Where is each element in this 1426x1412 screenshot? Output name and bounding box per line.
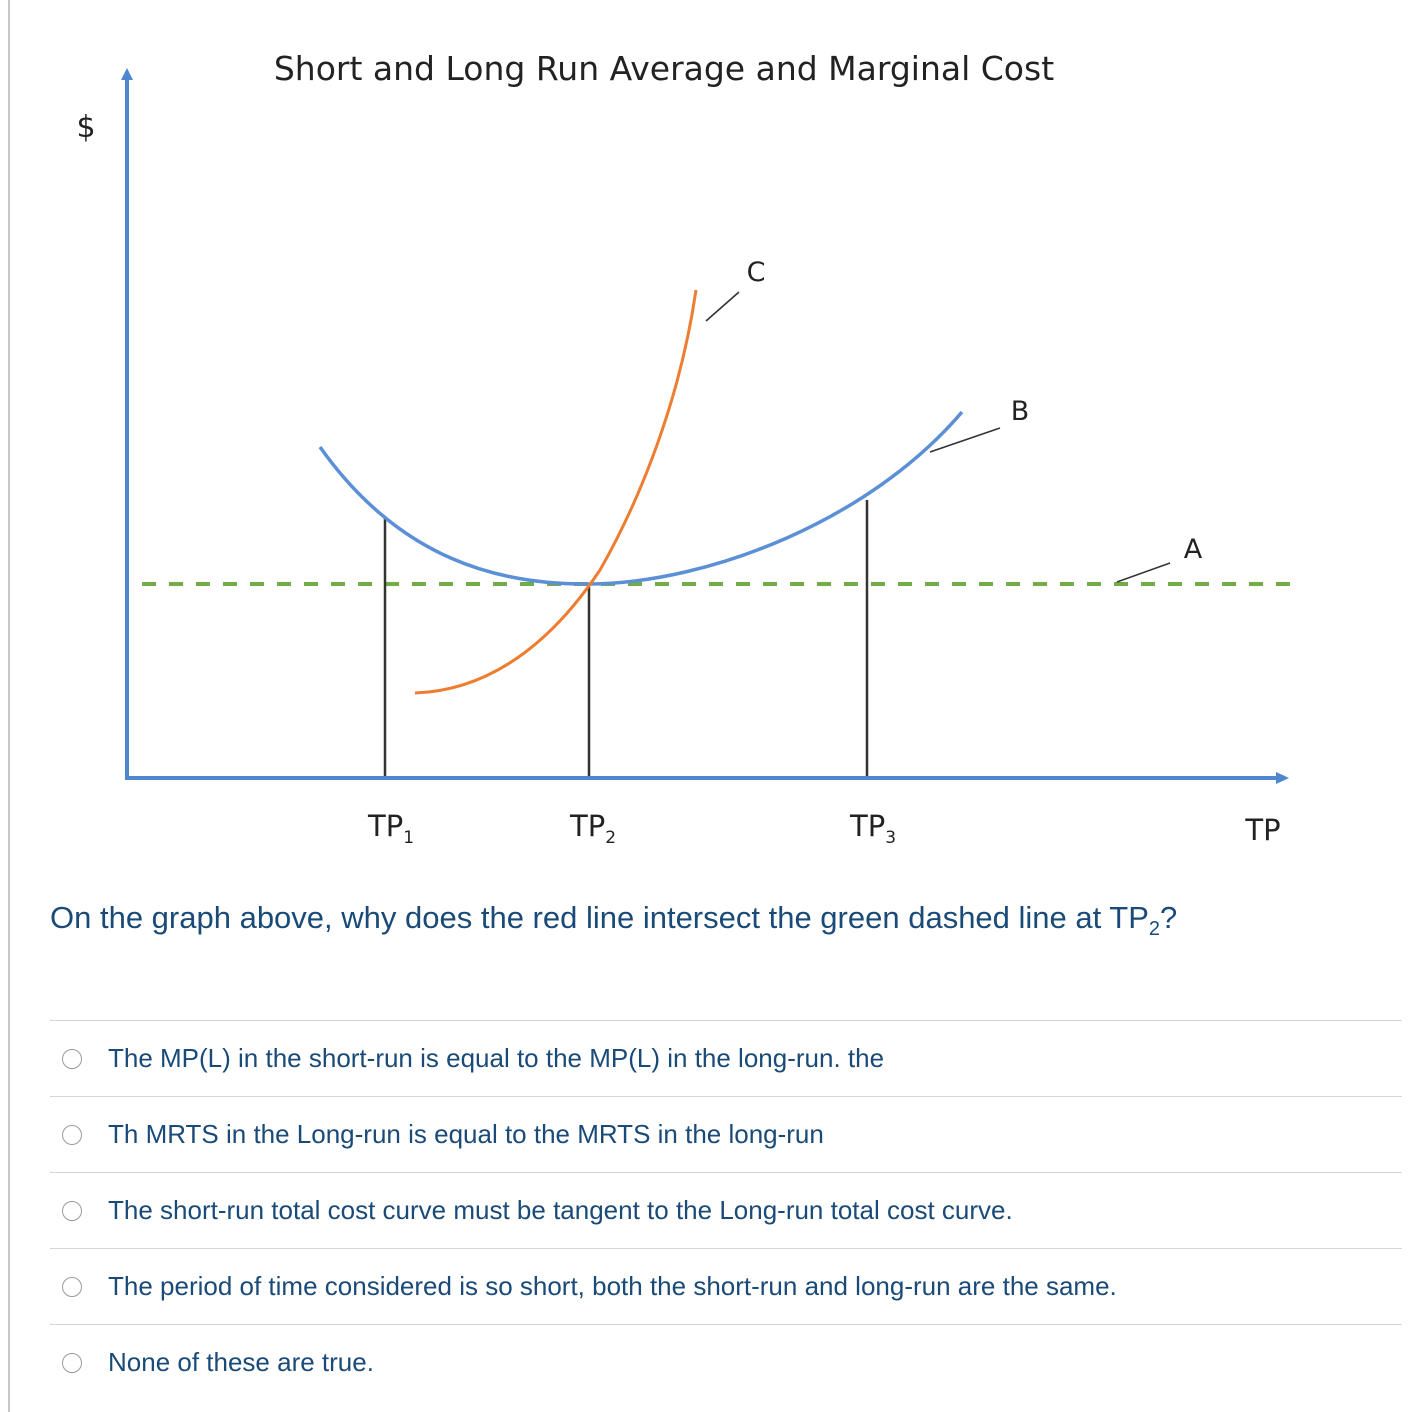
answer-option-1[interactable]: The MP(L) in the short-run is equal to t…: [50, 1020, 1402, 1096]
y-axis-label: $: [76, 110, 95, 145]
answer-option-label: Th MRTS in the Long-run is equal to the …: [108, 1119, 824, 1149]
tick-tp2-main: TP: [569, 809, 605, 843]
tick-tp1-main: TP: [367, 809, 403, 843]
orange-rising-curve: [414, 289, 698, 695]
tick-tp1-sub: 1: [403, 828, 414, 848]
tick-label-tp3: TP3: [849, 809, 896, 848]
answer-option-label: None of these are true.: [108, 1347, 374, 1377]
radio-button[interactable]: [62, 1124, 82, 1145]
radio-button[interactable]: [62, 1048, 82, 1069]
question-text: On the graph above, why does the red lin…: [50, 900, 1177, 941]
tick-tp2-sub: 2: [605, 828, 616, 848]
x-axis-label: TP: [1244, 813, 1280, 847]
label-c-leader: [705, 291, 740, 322]
tick-label-tp1: TP1: [367, 809, 414, 848]
answer-option-label: The MP(L) in the short-run is equal to t…: [108, 1043, 885, 1073]
x-axis-arrowhead: [1276, 772, 1289, 784]
blue-u-curve: [318, 410, 964, 586]
radio-button[interactable]: [62, 1352, 82, 1373]
answer-option-label: The short-run total cost curve must be t…: [108, 1195, 1013, 1225]
answer-option-5[interactable]: None of these are true.: [50, 1324, 1402, 1400]
answer-option-4[interactable]: The period of time considered is so shor…: [50, 1248, 1402, 1324]
question-end: ?: [1160, 900, 1178, 935]
label-b-leader: [929, 427, 1001, 453]
label-a-leader: [1116, 562, 1171, 583]
question-subscript: 2: [1148, 918, 1161, 941]
answer-option-2[interactable]: Th MRTS in the Long-run is equal to the …: [50, 1096, 1402, 1172]
page-left-border: [8, 0, 10, 1412]
answer-option-3[interactable]: The short-run total cost curve must be t…: [50, 1172, 1402, 1248]
radio-button[interactable]: [62, 1200, 82, 1221]
tick-tp3-sub: 3: [885, 828, 896, 848]
radio-button[interactable]: [62, 1276, 82, 1297]
curve-label-c: C: [747, 257, 766, 288]
cost-curves-figure: Short and Long Run Average and Marginal …: [76, 49, 1290, 848]
question-main: On the graph above, why does the red lin…: [50, 900, 1149, 935]
curve-label-a: A: [1184, 534, 1203, 565]
y-axis-arrowhead: [121, 68, 133, 80]
curve-label-b: B: [1011, 396, 1030, 427]
tick-tp3-main: TP: [849, 809, 885, 843]
figure-title: Short and Long Run Average and Marginal …: [274, 49, 1054, 88]
tick-label-tp2: TP2: [569, 809, 616, 848]
answer-choices: The MP(L) in the short-run is equal to t…: [50, 1020, 1402, 1400]
answer-option-label: The period of time considered is so shor…: [108, 1271, 1117, 1301]
